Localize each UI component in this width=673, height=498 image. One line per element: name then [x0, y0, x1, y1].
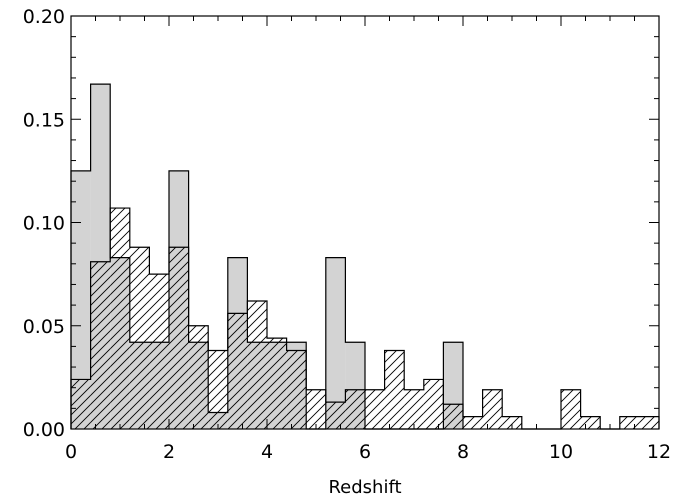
- hatched-bin: [404, 389, 424, 429]
- y-tick-label: 0.10: [23, 213, 65, 235]
- hatched-bin: [561, 389, 581, 429]
- hatched-bin: [443, 404, 463, 429]
- x-tick-label: 12: [647, 441, 671, 463]
- y-tick-label: 0.15: [23, 109, 65, 131]
- hatched-bin: [365, 389, 385, 429]
- x-tick-label: 6: [359, 441, 371, 463]
- hatched-bin: [227, 313, 248, 429]
- hatched-bin: [345, 389, 365, 429]
- hatched-histogram-series: [70, 207, 660, 430]
- y-tick-label: 0.05: [23, 316, 65, 338]
- hatched-bin: [169, 247, 189, 429]
- hatched-bin: [639, 416, 659, 429]
- hatched-bin: [384, 350, 405, 429]
- filled-bin: [325, 257, 346, 429]
- hatched-bin: [423, 379, 444, 429]
- x-tick-label: 8: [457, 441, 469, 463]
- x-tick-label: 2: [163, 441, 175, 463]
- x-tick-label: 0: [65, 441, 77, 463]
- hatched-bin: [482, 389, 503, 429]
- y-tick-label: 0.00: [23, 419, 65, 441]
- hatched-bin: [325, 402, 346, 429]
- hatched-bin: [580, 416, 601, 429]
- y-tick-labels: 0.00 0.05 0.10 0.15 0.20: [23, 6, 65, 441]
- hatched-outline: [70, 207, 660, 430]
- hatched-bin: [208, 350, 228, 429]
- hatched-bin: [463, 416, 483, 429]
- hatched-bin: [619, 416, 640, 429]
- hatched-bin: [247, 300, 267, 429]
- x-tick-labels: 0 2 4 6 8 10 12: [65, 441, 671, 463]
- hatched-bin: [306, 389, 326, 429]
- plot-frame: [70, 15, 660, 430]
- hatched-bin: [502, 416, 522, 429]
- hatched-bin: [110, 208, 130, 429]
- x-tick-label: 10: [549, 441, 573, 463]
- filled-bin: [71, 170, 91, 429]
- hatched-bin: [71, 379, 91, 429]
- x-axis-title: Redshift: [328, 477, 401, 498]
- hatched-bin: [286, 350, 307, 429]
- x-tick-label: 4: [261, 441, 273, 463]
- hatched-bin: [267, 338, 287, 429]
- y-tick-label: 0.20: [23, 6, 65, 28]
- hatched-bin: [129, 247, 150, 429]
- hatched-bin: [149, 274, 169, 429]
- hatched-bin: [188, 325, 209, 429]
- hatched-bin: [90, 261, 111, 429]
